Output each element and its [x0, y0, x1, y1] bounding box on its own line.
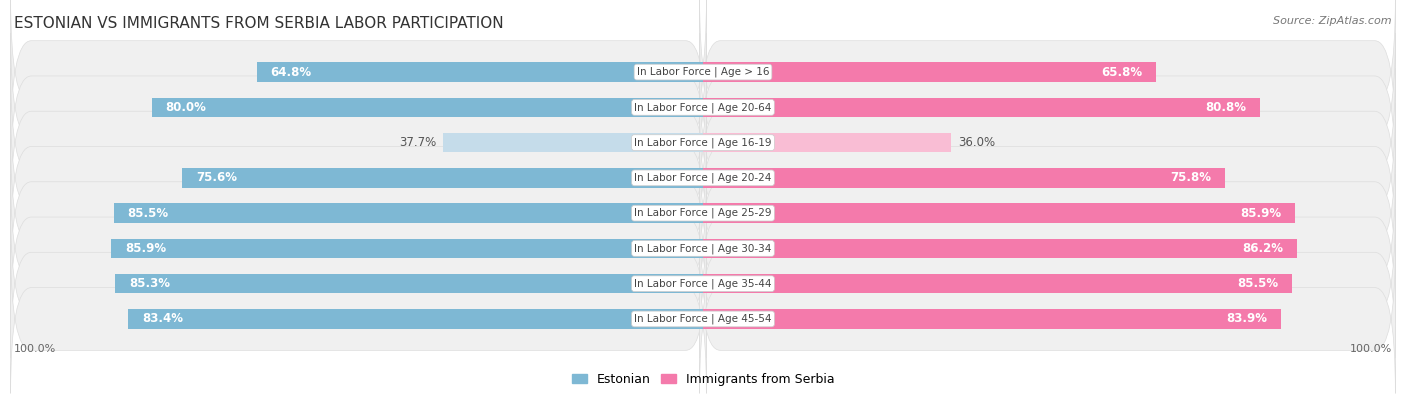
FancyBboxPatch shape [11, 33, 706, 182]
Bar [703, 309, 1281, 329]
Bar [703, 168, 1225, 188]
Text: In Labor Force | Age > 16: In Labor Force | Age > 16 [637, 67, 769, 77]
Text: In Labor Force | Age 25-29: In Labor Force | Age 25-29 [634, 208, 772, 218]
Text: In Labor Force | Age 30-34: In Labor Force | Age 30-34 [634, 243, 772, 254]
FancyBboxPatch shape [11, 68, 706, 217]
Text: In Labor Force | Age 20-64: In Labor Force | Age 20-64 [634, 102, 772, 113]
FancyBboxPatch shape [11, 103, 706, 252]
Text: 80.8%: 80.8% [1205, 101, 1246, 114]
Text: 37.7%: 37.7% [399, 136, 436, 149]
Bar [111, 239, 703, 258]
Bar [703, 133, 950, 152]
Bar [703, 62, 1156, 82]
FancyBboxPatch shape [700, 68, 1395, 217]
Text: In Labor Force | Age 35-44: In Labor Force | Age 35-44 [634, 278, 772, 289]
Text: In Labor Force | Age 20-24: In Labor Force | Age 20-24 [634, 173, 772, 183]
Bar [152, 98, 703, 117]
Text: 75.8%: 75.8% [1170, 171, 1212, 184]
Text: In Labor Force | Age 45-54: In Labor Force | Age 45-54 [634, 314, 772, 324]
FancyBboxPatch shape [700, 139, 1395, 288]
FancyBboxPatch shape [700, 0, 1395, 147]
Text: 85.9%: 85.9% [125, 242, 166, 255]
Text: 36.0%: 36.0% [957, 136, 995, 149]
FancyBboxPatch shape [11, 0, 706, 147]
Bar [443, 133, 703, 152]
Bar [114, 203, 703, 223]
FancyBboxPatch shape [700, 103, 1395, 252]
Bar [115, 274, 703, 293]
Text: ESTONIAN VS IMMIGRANTS FROM SERBIA LABOR PARTICIPATION: ESTONIAN VS IMMIGRANTS FROM SERBIA LABOR… [14, 16, 503, 31]
Text: 100.0%: 100.0% [1350, 344, 1392, 354]
Text: 85.5%: 85.5% [128, 207, 169, 220]
Text: 85.5%: 85.5% [1237, 277, 1278, 290]
Text: 85.3%: 85.3% [129, 277, 170, 290]
Bar [256, 62, 703, 82]
Text: 80.0%: 80.0% [166, 101, 207, 114]
FancyBboxPatch shape [700, 33, 1395, 182]
Text: 65.8%: 65.8% [1101, 66, 1143, 79]
Legend: Estonian, Immigrants from Serbia: Estonian, Immigrants from Serbia [567, 368, 839, 391]
Text: 85.9%: 85.9% [1240, 207, 1281, 220]
Bar [183, 168, 703, 188]
Bar [703, 239, 1296, 258]
Text: Source: ZipAtlas.com: Source: ZipAtlas.com [1274, 16, 1392, 26]
FancyBboxPatch shape [700, 174, 1395, 323]
Text: 86.2%: 86.2% [1241, 242, 1284, 255]
FancyBboxPatch shape [11, 139, 706, 288]
Bar [703, 274, 1292, 293]
FancyBboxPatch shape [11, 245, 706, 393]
Bar [128, 309, 703, 329]
FancyBboxPatch shape [11, 209, 706, 358]
Bar [703, 203, 1295, 223]
Bar [703, 98, 1260, 117]
FancyBboxPatch shape [700, 245, 1395, 393]
Text: 83.4%: 83.4% [142, 312, 183, 325]
FancyBboxPatch shape [11, 174, 706, 323]
Text: 100.0%: 100.0% [14, 344, 56, 354]
Text: 75.6%: 75.6% [195, 171, 238, 184]
Text: 64.8%: 64.8% [270, 66, 312, 79]
Text: In Labor Force | Age 16-19: In Labor Force | Age 16-19 [634, 137, 772, 148]
Text: 83.9%: 83.9% [1226, 312, 1267, 325]
FancyBboxPatch shape [700, 209, 1395, 358]
